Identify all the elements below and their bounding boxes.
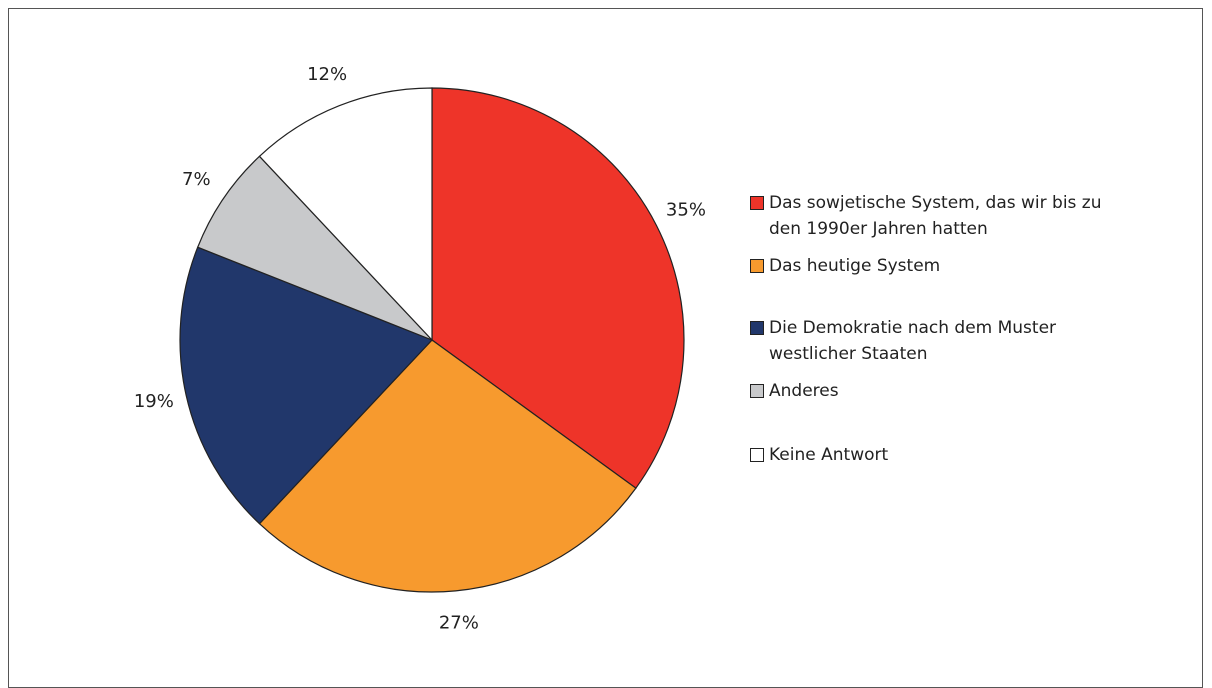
- slice-label: 19%: [134, 391, 174, 412]
- legend-label: Keine Antwort: [769, 445, 889, 465]
- legend-swatch: [750, 384, 764, 398]
- legend-swatch: [750, 448, 764, 462]
- legend-item: Die Demokratie nach dem Muster westliche…: [750, 315, 1110, 367]
- legend-swatch: [750, 196, 764, 210]
- legend-item: Keine Antwort: [750, 442, 1110, 468]
- slice-label: 27%: [439, 613, 479, 634]
- legend-label: Das sowjetische System, das wir bis zu d…: [769, 193, 1102, 239]
- pie-slice: [431, 87, 685, 489]
- legend-item: Das sowjetische System, das wir bis zu d…: [750, 190, 1110, 242]
- legend-label: Anderes: [769, 381, 839, 401]
- pie-slice: [196, 155, 433, 341]
- legend-label: Die Demokratie nach dem Muster westliche…: [769, 318, 1057, 364]
- legend-swatch: [750, 321, 764, 335]
- legend-label: Das heutige System: [769, 256, 941, 276]
- legend-swatch: [750, 259, 764, 273]
- pie-slice: [258, 87, 433, 342]
- pie-slice: [179, 246, 434, 525]
- legend-item: Anderes: [750, 378, 1110, 404]
- slice-label: 7%: [182, 169, 211, 190]
- slice-label: 35%: [666, 200, 706, 221]
- slice-label: 12%: [307, 64, 347, 85]
- pie-slice: [258, 339, 637, 593]
- legend-item: Das heutige System: [750, 253, 1110, 279]
